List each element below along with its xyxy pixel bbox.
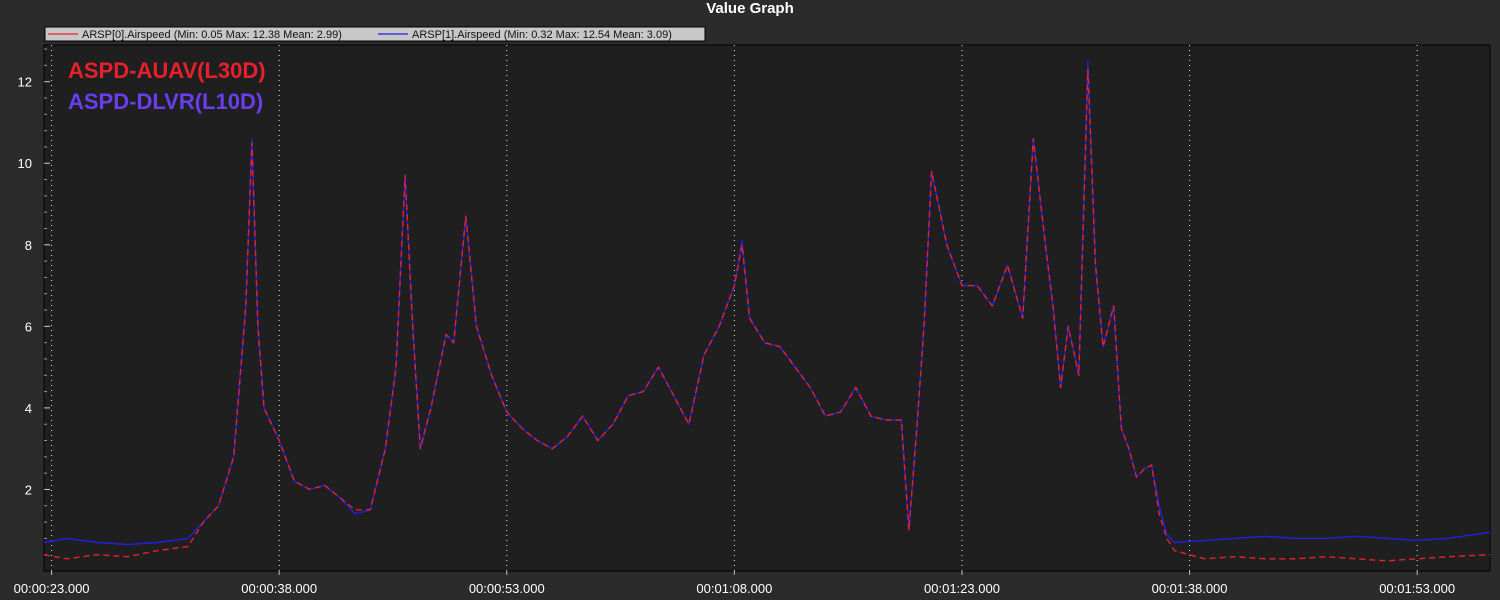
- legend-box: [44, 26, 706, 42]
- x-tick-label: 00:01:23.000: [924, 581, 1000, 596]
- x-tick-label: 00:01:53.000: [1379, 581, 1455, 596]
- x-tick-label: 00:00:53.000: [469, 581, 545, 596]
- window-title: Value Graph: [706, 0, 794, 17]
- series-line-0: [43, 68, 1491, 562]
- x-tick-label: 00:00:23.000: [14, 581, 90, 596]
- annotation-label-1: ASPD-DLVR(L10D): [68, 89, 263, 114]
- y-tick-label: 4: [25, 401, 32, 416]
- x-tick-label: 00:01:38.000: [1152, 581, 1228, 596]
- y-tick-label: 2: [25, 482, 32, 497]
- plot-area: [43, 44, 1491, 572]
- y-tick-label: 10: [18, 156, 32, 171]
- y-tick-label: 12: [18, 75, 32, 90]
- y-tick-label: 6: [25, 319, 32, 334]
- annotation-label-0: ASPD-AUAV(L30D): [68, 58, 266, 83]
- y-tick-label: 8: [25, 238, 32, 253]
- legend-entry-0: ARSP[0].Airspeed (Min: 0.05 Max: 12.38 M…: [82, 29, 342, 41]
- x-tick-label: 00:00:38.000: [241, 581, 317, 596]
- x-tick-label: 00:01:08.000: [696, 581, 772, 596]
- legend-entry-1: ARSP[1].Airspeed (Min: 0.32 Max: 12.54 M…: [412, 29, 672, 41]
